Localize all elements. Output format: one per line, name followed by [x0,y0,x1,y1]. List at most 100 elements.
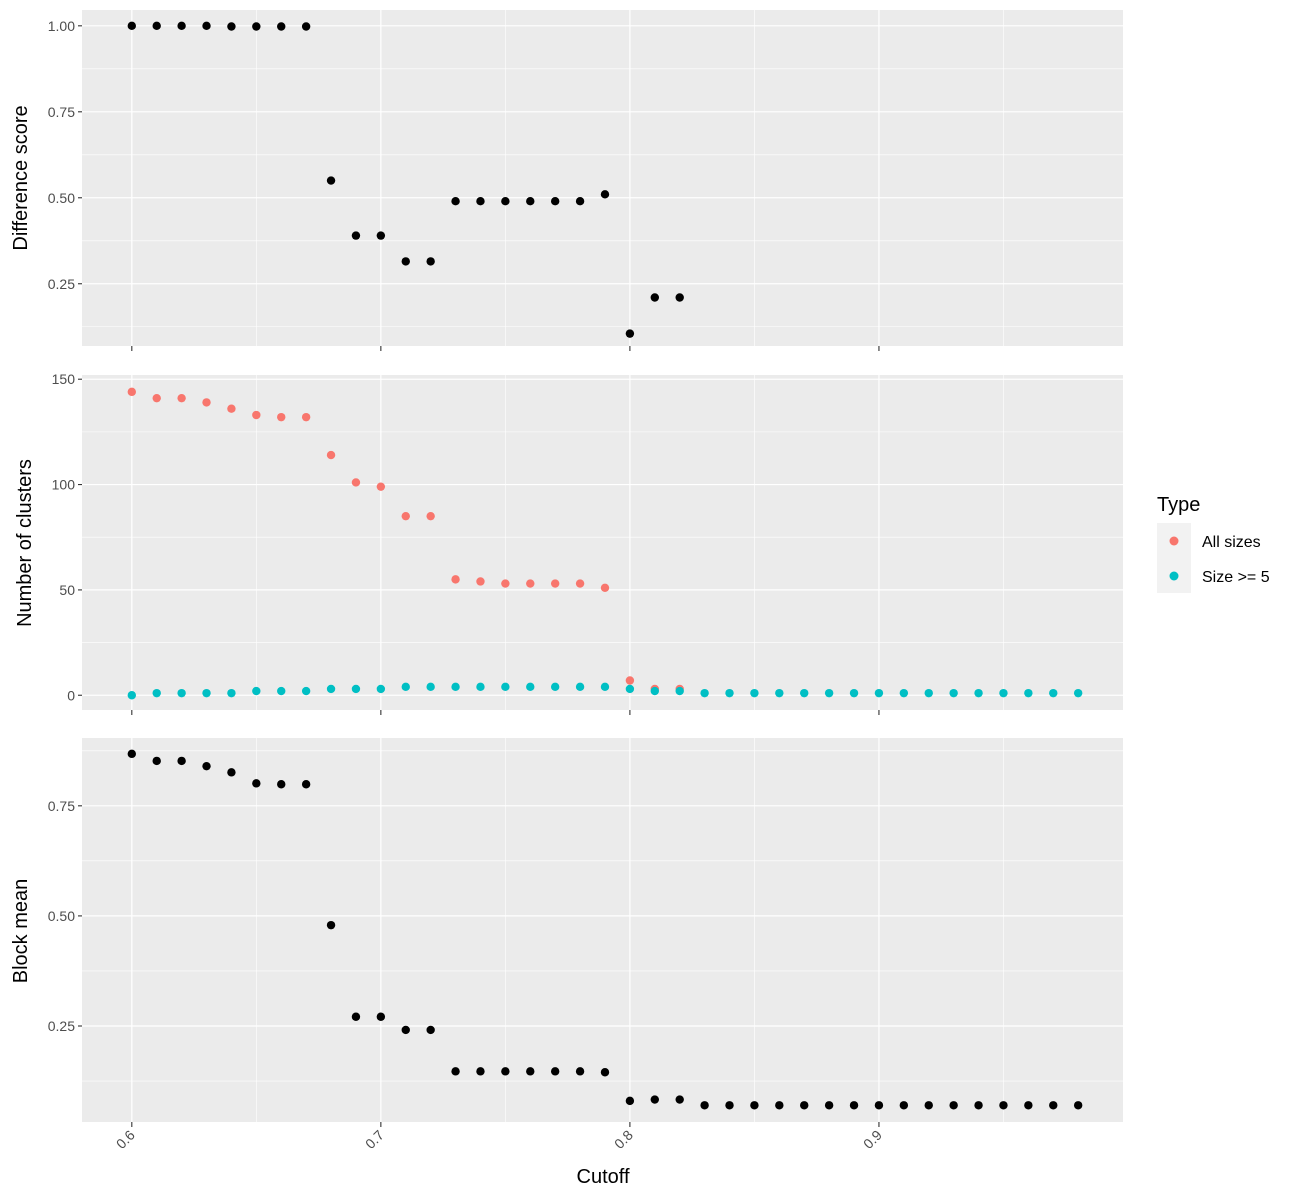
block-mean-point-series [899,1101,909,1110]
number-of-clusters-point-size-5 [625,684,635,694]
block-mean-point-series [849,1101,859,1110]
legend-key-background [1157,523,1191,593]
block-mean-point-series [800,1101,809,1110]
number-of-clusters-point-size-5 [152,688,161,698]
number-of-clusters-panel-background [82,375,1123,710]
block-mean-point-series [451,1067,460,1076]
block-mean-point-series [700,1101,709,1110]
number-of-clusters-point-all-sizes [401,511,410,521]
x-tick-label: 0.9 [860,1127,885,1152]
block-mean-point-series [401,1025,410,1035]
difference-score-point-series [401,257,410,266]
difference-score-point-series [326,176,336,185]
difference-score-point-series [426,257,435,266]
number-of-clusters-point-all-sizes [152,393,161,403]
block-mean-point-series [301,780,311,789]
block-mean-point-series [426,1025,435,1035]
block-mean-point-series [351,1012,361,1021]
difference-score-point-series [127,21,137,31]
number-of-clusters-point-size-5 [849,688,859,698]
number-of-clusters-point-size-5 [924,688,933,698]
number-of-clusters-point-size-5 [949,688,958,698]
number-of-clusters-point-size-5 [725,688,734,698]
number-of-clusters-point-size-5 [252,686,261,696]
number-of-clusters-point-size-5 [700,688,709,698]
difference-score-point-series [575,197,585,206]
number-of-clusters-point-size-5 [750,688,759,698]
number-of-clusters-point-size-5 [899,688,909,698]
number-of-clusters-point-all-sizes [426,511,435,521]
block-mean-point-series [974,1101,983,1110]
number-of-clusters-point-all-sizes [476,577,485,586]
number-of-clusters-point-size-5 [650,686,659,696]
block-mean-point-series [376,1012,386,1021]
number-of-clusters-point-size-5 [127,691,137,700]
difference-score-panel: 0.25 0.50 0.75 1.00 [48,10,1123,351]
x-tick-label: 0.7 [362,1127,387,1152]
number-of-clusters-point-size-5 [177,688,186,698]
number-of-clusters-point-size-5 [974,688,983,698]
block-mean-point-series [999,1101,1008,1110]
number-of-clusters-point-size-5 [401,682,410,692]
x-axis-title: Cutoff [577,1166,630,1188]
number-of-clusters-y-tick-label: 100 [52,477,76,493]
difference-score-point-series [526,197,535,206]
number-of-clusters-y-tick-label: 150 [52,371,76,387]
y-axis-title-difference-score: Difference score [10,105,32,250]
number-of-clusters-point-all-sizes [127,387,137,397]
difference-score-point-series [301,22,311,31]
difference-score-point-series [202,21,211,31]
block-mean-point-series [675,1095,684,1104]
difference-score-point-series [600,190,610,199]
legend-label-all-sizes: All sizes [1202,534,1261,551]
number-of-clusters-point-size-5 [1024,688,1033,698]
block-mean-y-tick-label: 0.75 [48,798,75,814]
number-of-clusters-point-size-5 [1073,688,1083,698]
difference-score-point-series [376,231,386,240]
legend-key-all-sizes [1169,536,1179,546]
number-of-clusters-point-all-sizes [550,579,560,588]
number-of-clusters-point-all-sizes [575,579,585,588]
number-of-clusters-point-size-5 [202,688,211,698]
block-mean-point-series [650,1095,659,1104]
number-of-clusters-point-size-5 [501,682,510,692]
block-mean-point-series [600,1068,610,1077]
number-of-clusters-point-all-sizes [351,478,361,487]
number-of-clusters-point-size-5 [675,686,684,696]
block-mean-point-series [227,768,236,777]
block-mean-point-series [575,1067,585,1076]
number-of-clusters-point-size-5 [526,682,535,692]
number-of-clusters-point-all-sizes [252,410,261,420]
block-mean-point-series [526,1067,535,1076]
difference-score-point-series [152,21,161,31]
block-mean-point-series [127,749,137,759]
number-of-clusters-point-all-sizes [301,412,311,422]
difference-score-panel-background [82,10,1123,346]
block-mean-point-series [1073,1101,1083,1110]
block-mean-point-series [501,1067,510,1076]
number-of-clusters-point-size-5 [800,688,809,698]
legend: Type All sizes Size >= 5 [1157,494,1270,593]
number-of-clusters-point-all-sizes [501,579,510,588]
block-mean-point-series [750,1101,759,1110]
number-of-clusters-point-size-5 [550,682,560,692]
difference-score-point-series [252,22,261,31]
legend-key-size-ge-5 [1169,571,1179,581]
number-of-clusters-point-size-5 [600,682,610,692]
difference-score-point-series [675,293,684,302]
difference-score-point-series [451,197,460,206]
block-mean-point-series [152,756,161,766]
number-of-clusters-point-size-5 [451,682,460,692]
number-of-clusters-point-all-sizes [451,575,460,584]
legend-title: Type [1157,494,1200,516]
x-tick-label: 0.8 [611,1127,636,1152]
difference-score-point-series [501,197,510,206]
number-of-clusters-point-size-5 [476,682,485,692]
block-mean-y-tick-label: 0.25 [48,1018,75,1034]
block-mean-point-series [202,761,211,771]
difference-score-y-tick-label: 0.25 [48,276,75,292]
number-of-clusters-panel: 0 50 100 150 [52,371,1123,715]
number-of-clusters-point-size-5 [775,688,784,698]
number-of-clusters-point-size-5 [301,686,311,696]
difference-score-point-series [625,329,635,338]
